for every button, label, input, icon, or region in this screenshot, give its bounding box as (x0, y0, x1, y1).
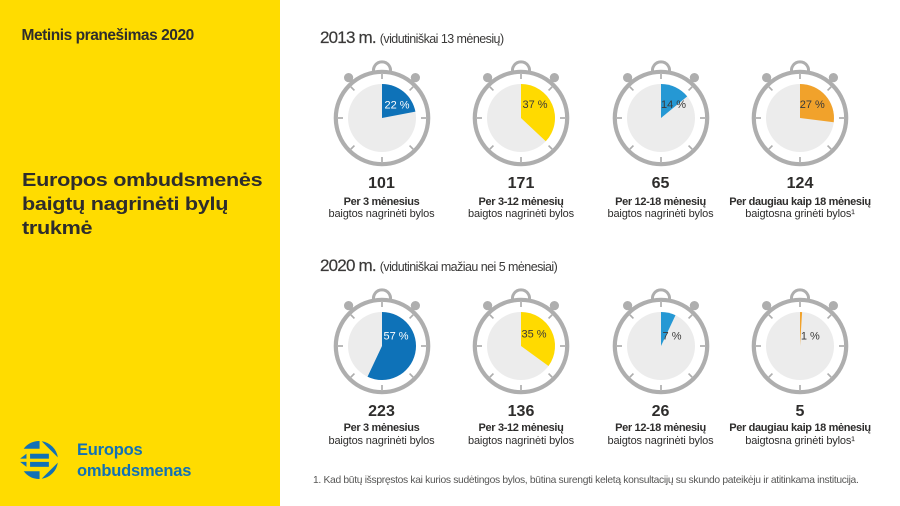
svg-text:27 %: 27 % (800, 99, 825, 111)
svg-text:57 %: 57 % (383, 331, 408, 343)
svg-text:22 %: 22 % (384, 100, 409, 112)
svg-text:35 %: 35 % (521, 329, 546, 341)
svg-text:1 %: 1 % (801, 331, 820, 343)
svg-text:14 %: 14 % (660, 99, 685, 111)
svg-text:7 %: 7 % (662, 331, 681, 343)
svg-text:37 %: 37 % (522, 99, 547, 111)
